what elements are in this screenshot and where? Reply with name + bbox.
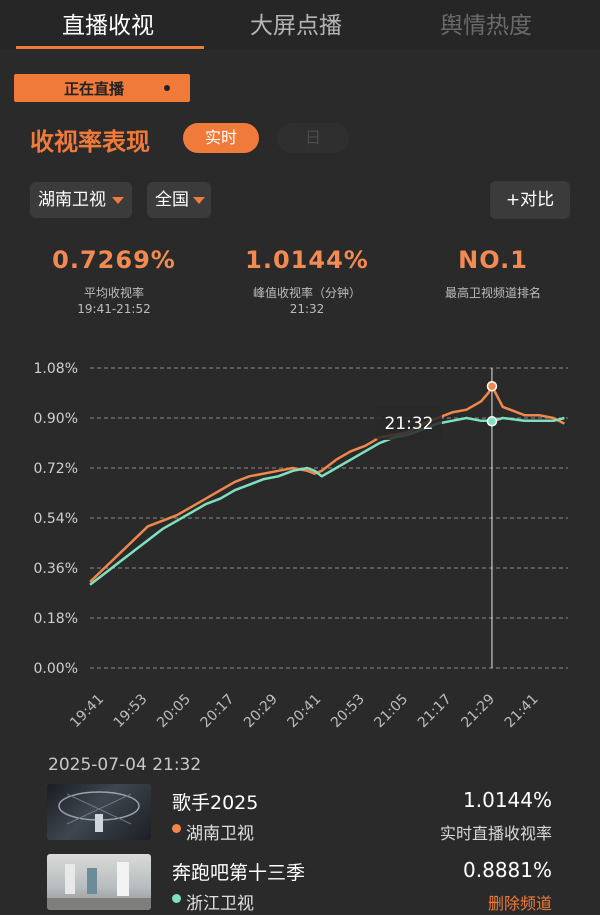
show-thumbnail [47,854,151,910]
tab-public-opinion[interactable]: 舆情热度 [440,13,532,39]
tab-big-screen-vod[interactable]: 大屏点播 [250,13,342,39]
x-tick-label: 21:17 [415,691,455,731]
stat-peak-rating-label: 峰值收视率（分钟） [252,286,361,300]
live-badge-label: 正在直播 [64,80,125,98]
x-tick-label: 19:53 [111,691,151,731]
chevron-down-icon [193,197,205,204]
toggle-day[interactable]: 日 [277,123,349,153]
chevron-down-icon [112,197,124,204]
stage-thumbnail [47,784,151,840]
x-tick-label: 21:41 [502,691,542,731]
y-tick-label: 0.90% [34,411,78,427]
y-tick-label: 0.54% [34,511,78,527]
channel-name-2: 浙江卫视 [186,894,254,914]
cursor-tooltip [375,406,442,440]
x-tick-label: 21:05 [371,691,411,731]
x-tick-label: 20:29 [241,691,281,731]
live-badge: 正在直播 [14,74,190,102]
program-name-2: 奔跑吧第十三季 [172,862,306,884]
show-thumbnail-art [47,862,151,910]
channel-select[interactable]: 湖南卫视 [30,182,132,218]
ratings-line-chart[interactable]: 0.00% 0.18% 0.36% 0.54% 0.72% 0.90% 1.08% 19:41… [0,350,600,750]
hunan-series-line [89,384,565,583]
x-tick-label: 21:29 [458,691,498,731]
stat-peak-rating-value: 1.0144% [245,246,369,274]
section-title: 收视率表现 [30,128,150,156]
zhejiang-cursor-point [486,416,498,427]
x-tick-label: 20:41 [285,691,325,731]
region-select[interactable]: 全国 [147,182,211,218]
detail-date: 2025-07-04 21:32 [48,755,202,775]
hunan-series-dot-icon [172,824,181,833]
tab-live-ratings[interactable]: 直播收视 [62,13,154,39]
channel-select-value: 湖南卫视 [38,190,106,210]
cursor-tooltip-label: 21:32 [384,414,433,434]
active-tab-indicator [16,46,204,49]
region-select-value: 全国 [155,190,189,210]
zhejiang-series-line [89,416,565,586]
live-dot-icon [164,85,170,91]
program-rating-2: 0.8881% [463,858,552,882]
program-name-1: 歌手2025 [172,792,259,814]
program-rating-1: 1.0144% [463,788,552,812]
zhejiang-series-dot-icon [172,894,181,903]
program-caption-1: 实时直播收视率 [439,824,552,843]
y-tick-label: 1.08% [34,361,78,377]
channel-name-1: 湖南卫视 [186,824,254,844]
stat-avg-rating-value: 0.7269% [52,246,176,274]
x-tick-label: 20:17 [198,691,238,731]
stat-avg-rating-label: 平均收视率 [83,286,144,300]
toggle-realtime[interactable]: 实时 [183,123,259,153]
y-tick-label: 0.36% [34,561,78,577]
stat-rank-label: 最高卫视频道排名 [444,286,541,300]
stat-rank-value: NO.1 [458,246,528,274]
y-tick-label: 0.18% [34,611,78,627]
top-tab-bar: 直播收视 大屏点播 舆情热度 [0,0,600,50]
y-tick-label: 0.72% [34,461,78,477]
stage-thumbnail-art [58,791,140,832]
compare-button[interactable]: +对比 [490,181,570,219]
y-tick-label: 0.00% [34,661,78,677]
stat-peak-rating-time: 21:32 [289,302,325,316]
delete-channel-link[interactable]: 删除频道 [487,894,552,913]
stat-avg-rating-range: 19:41-21:52 [77,302,151,316]
x-tick-label: 20:05 [154,691,194,731]
hunan-cursor-point [486,380,498,392]
x-tick-label: 19:41 [67,691,107,731]
x-tick-label: 20:53 [328,691,368,731]
